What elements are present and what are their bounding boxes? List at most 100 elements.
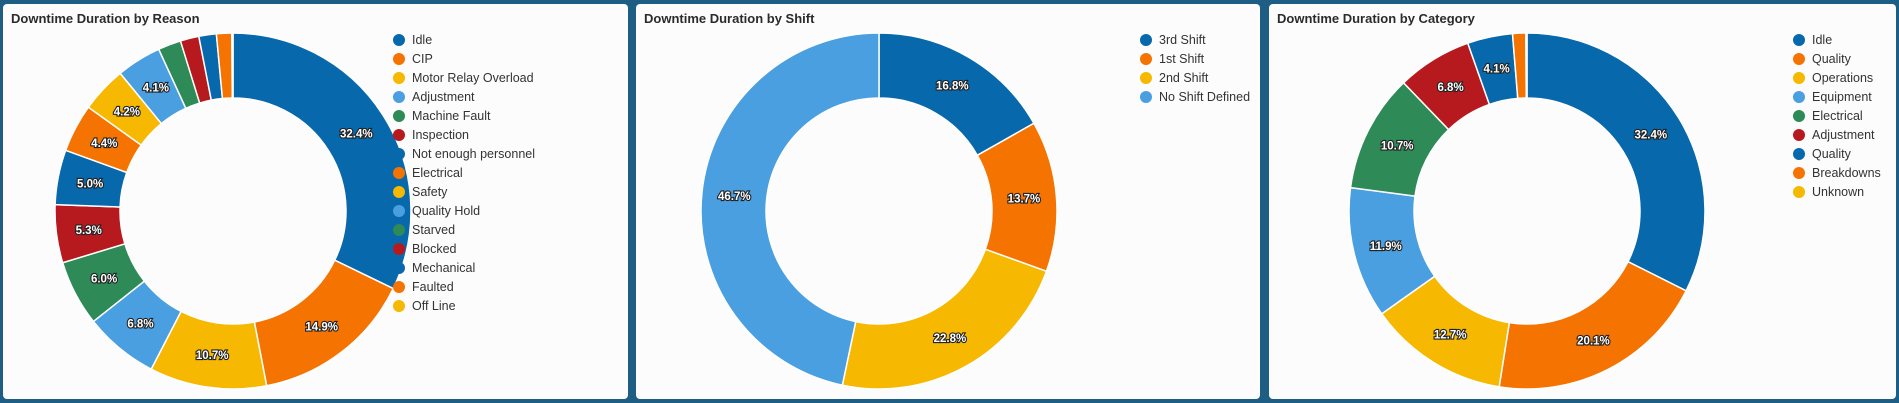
legend-swatch [393,185,405,198]
legend-item[interactable]: Adjustment [1793,125,1881,144]
legend-label: Mechanical [412,260,476,275]
legend-label: Motor Relay Overload [412,70,534,85]
legend-swatch [1793,185,1805,198]
legend-item[interactable]: Quality [1793,49,1881,68]
legend-swatch [393,280,405,293]
legend-swatch [1793,90,1805,103]
legend-swatch [1793,166,1805,179]
legend-label: Machine Fault [412,108,491,123]
data-label: 10.7% [1381,140,1414,152]
legend-swatch [393,71,405,84]
legend-item[interactable]: Faulted [393,277,535,296]
data-label: 4.1% [1483,64,1509,76]
chart-title: Downtime Duration by Category [1277,11,1475,26]
donut-slice-unknown[interactable] [1525,32,1528,99]
legend-item[interactable]: Equipment [1793,87,1881,106]
data-label: 4.1% [143,83,169,95]
legend-label: Electrical [1812,108,1863,123]
data-label: 20.1% [1577,335,1610,347]
legend-item[interactable]: Mechanical [393,258,535,277]
legend-item[interactable]: Electrical [393,163,535,182]
legend-swatch [393,299,405,312]
legend-item[interactable]: Electrical [1793,106,1881,125]
legend-swatch [1140,90,1152,103]
data-label: 5.3% [76,225,102,237]
donut-slice-quality[interactable] [1498,260,1688,390]
legend-item[interactable]: Breakdowns [1793,163,1881,182]
legend-label: Starved [412,222,456,237]
legend-item[interactable]: Inspection [393,125,535,144]
data-label: 10.7% [196,350,229,362]
legend-swatch [393,204,405,217]
legend-item[interactable]: 3rd Shift [1140,30,1250,49]
legend-item[interactable]: Adjustment [393,87,535,106]
legend-label: Faulted [412,279,454,294]
data-label: 4.2% [114,106,140,118]
donut-slice-idle[interactable] [232,32,412,290]
donut-slice-off-line[interactable] [231,32,234,99]
chart-title: Downtime Duration by Shift [644,11,815,26]
legend-item[interactable]: 1st Shift [1140,49,1250,68]
legend-item[interactable]: No Shift Defined [1140,87,1250,106]
legend-item[interactable]: Not enough personnel [393,144,535,163]
data-label: 46.7% [718,191,751,203]
legend-swatch [1140,71,1152,84]
legend-swatch [393,109,405,122]
legend-swatch [393,33,405,46]
donut-slice-idle[interactable] [1526,32,1706,292]
donut-chart-shift: 16.8% 13.7% 22.8% 46.7% [700,32,1058,390]
legend-label: Quality Hold [412,203,481,218]
legend-shift: 3rd Shift 1st Shift 2nd Shift No Shift Defi… [1140,30,1250,106]
legend-swatch [1793,128,1805,141]
legend-swatch [393,52,405,65]
panel-downtime-by-category: Downtime Duration by Category 32.4% 20.1%… [1269,4,1896,399]
legend-item[interactable]: Idle [393,30,535,49]
legend-label: Not enough personnel [412,146,536,161]
data-label: 4.4% [91,138,117,150]
data-label: 22.8% [934,333,967,345]
legend-swatch [1793,52,1805,65]
legend-label: Equipment [1812,89,1872,104]
donut-slice-no-shift-defined[interactable] [700,32,880,387]
legend-swatch [1793,109,1805,122]
legend-item[interactable]: Motor Relay Overload [393,68,535,87]
chart-title: Downtime Duration by Reason [11,11,200,26]
legend-label: Idle [1812,32,1833,47]
data-label: 12.7% [1434,330,1467,342]
legend-item[interactable]: Off Line [393,296,535,315]
legend-swatch [393,90,405,103]
data-label: 6.8% [1437,82,1463,94]
legend-label: 1st Shift [1159,51,1205,66]
legend-item[interactable]: Unknown [1793,182,1881,201]
legend-item[interactable]: Quality [1793,144,1881,163]
legend-item[interactable]: Blocked [393,239,535,258]
data-label: 32.4% [340,129,373,141]
legend-label: Operations [1812,70,1874,85]
data-label: 11.9% [1370,241,1402,253]
legend-swatch [1140,52,1152,65]
legend-item[interactable]: Idle [1793,30,1881,49]
donut-slice-2nd-shift[interactable] [841,248,1048,390]
data-label: 16.8% [936,80,969,92]
data-label: 32.4% [1635,130,1668,142]
legend-label: Breakdowns [1812,165,1881,180]
legend-label: Blocked [412,241,457,256]
legend-swatch [1793,147,1805,160]
legend-label: Unknown [1812,184,1865,199]
data-label: 13.7% [1008,194,1041,206]
legend-label: Off Line [412,298,456,313]
data-label: 6.0% [91,273,117,285]
legend-label: Safety [412,184,448,199]
legend-item[interactable]: Safety [393,182,535,201]
legend-item[interactable]: Starved [393,220,535,239]
legend-item[interactable]: CIP [393,49,535,68]
legend-item[interactable]: 2nd Shift [1140,68,1250,87]
legend-swatch [393,166,405,179]
legend-item[interactable]: Quality Hold [393,201,535,220]
legend-item[interactable]: Machine Fault [393,106,535,125]
panel-downtime-by-reason: Downtime Duration by Reason 32.4% 14.9% 10… [3,4,628,399]
legend-label: Idle [412,32,433,47]
legend-item[interactable]: Operations [1793,68,1881,87]
legend-label: Inspection [412,127,469,142]
legend-label: 3rd Shift [1159,32,1206,47]
